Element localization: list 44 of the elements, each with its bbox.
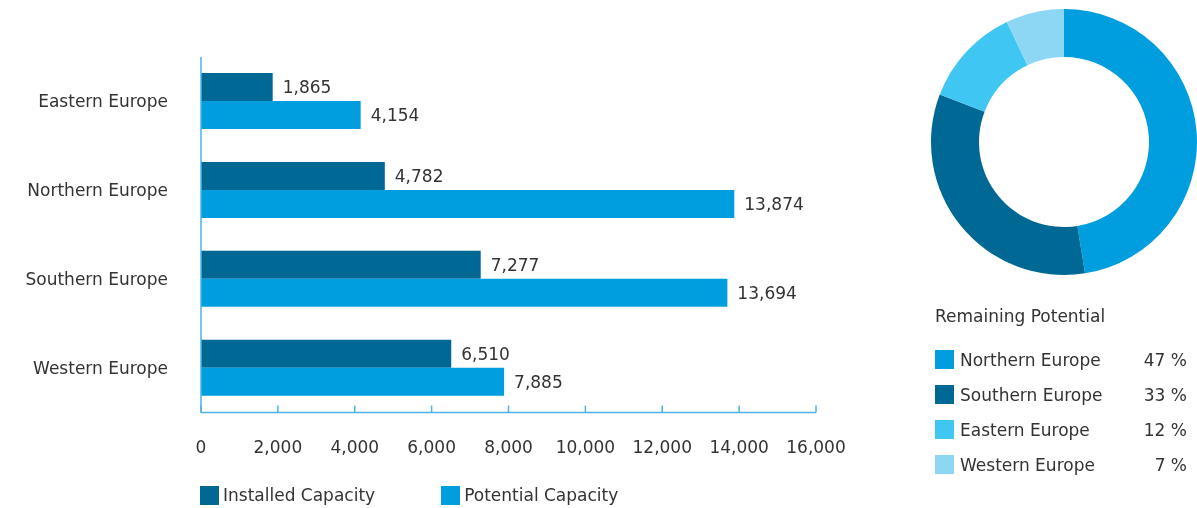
data-label: 7,277 [490,254,540,275]
donut-slice [931,94,1086,275]
x-tick-label: 6,000 [407,436,456,457]
x-tick-label: 10,000 [555,436,616,457]
data-label: 1,865 [282,77,332,98]
x-tick-label: 0 [195,436,207,457]
bar [201,161,385,190]
data-label: 47 % [1143,349,1187,370]
y-tick-label: Eastern Europe [38,91,168,112]
data-label: 7 % [1154,454,1187,475]
bar [201,250,481,279]
legend-label: Northern Europe [960,349,1102,370]
bar [201,101,361,129]
legend-label: Western Europe [960,454,1096,475]
data-label: 4,154 [370,105,420,126]
legend-title: Remaining Potential [935,305,1107,328]
data-label: 13,874 [744,193,804,214]
x-tick-label: 2,000 [253,436,303,457]
data-label: 33 % [1143,384,1187,405]
bar [201,73,273,101]
donut-slice [939,21,1028,112]
y-tick-label: Northern Europe [27,180,168,201]
data-label: 13,694 [737,282,797,303]
data-label: 7,885 [514,371,563,392]
legend-label: Potential Capacity [464,484,619,505]
x-tick-label: 16,000 [786,436,846,457]
donut-slice [1064,9,1197,274]
legend-label: Installed Capacity [223,484,376,505]
legend-label: Southern Europe [960,384,1104,405]
bar [201,278,728,307]
bar [201,339,452,368]
x-tick-label: 14,000 [709,436,769,457]
data-label: 12 % [1143,419,1187,440]
data-label: 6,510 [461,343,510,364]
bar [201,189,735,218]
y-tick-label: Western Europe [33,358,168,379]
donut-slice [1006,9,1064,66]
bar [201,367,505,396]
x-tick-label: 8,000 [484,436,533,457]
data-label: 4,782 [394,165,444,186]
x-tick-label: 12,000 [632,436,692,457]
y-tick-label: Southern Europe [25,269,168,290]
x-tick-label: 4,000 [330,436,380,457]
legend-label: Eastern Europe [960,419,1091,440]
